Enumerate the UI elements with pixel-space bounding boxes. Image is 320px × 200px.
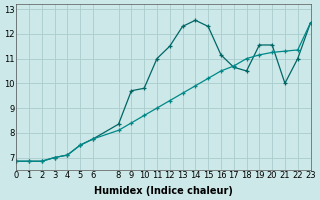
X-axis label: Humidex (Indice chaleur): Humidex (Indice chaleur) xyxy=(94,186,233,196)
